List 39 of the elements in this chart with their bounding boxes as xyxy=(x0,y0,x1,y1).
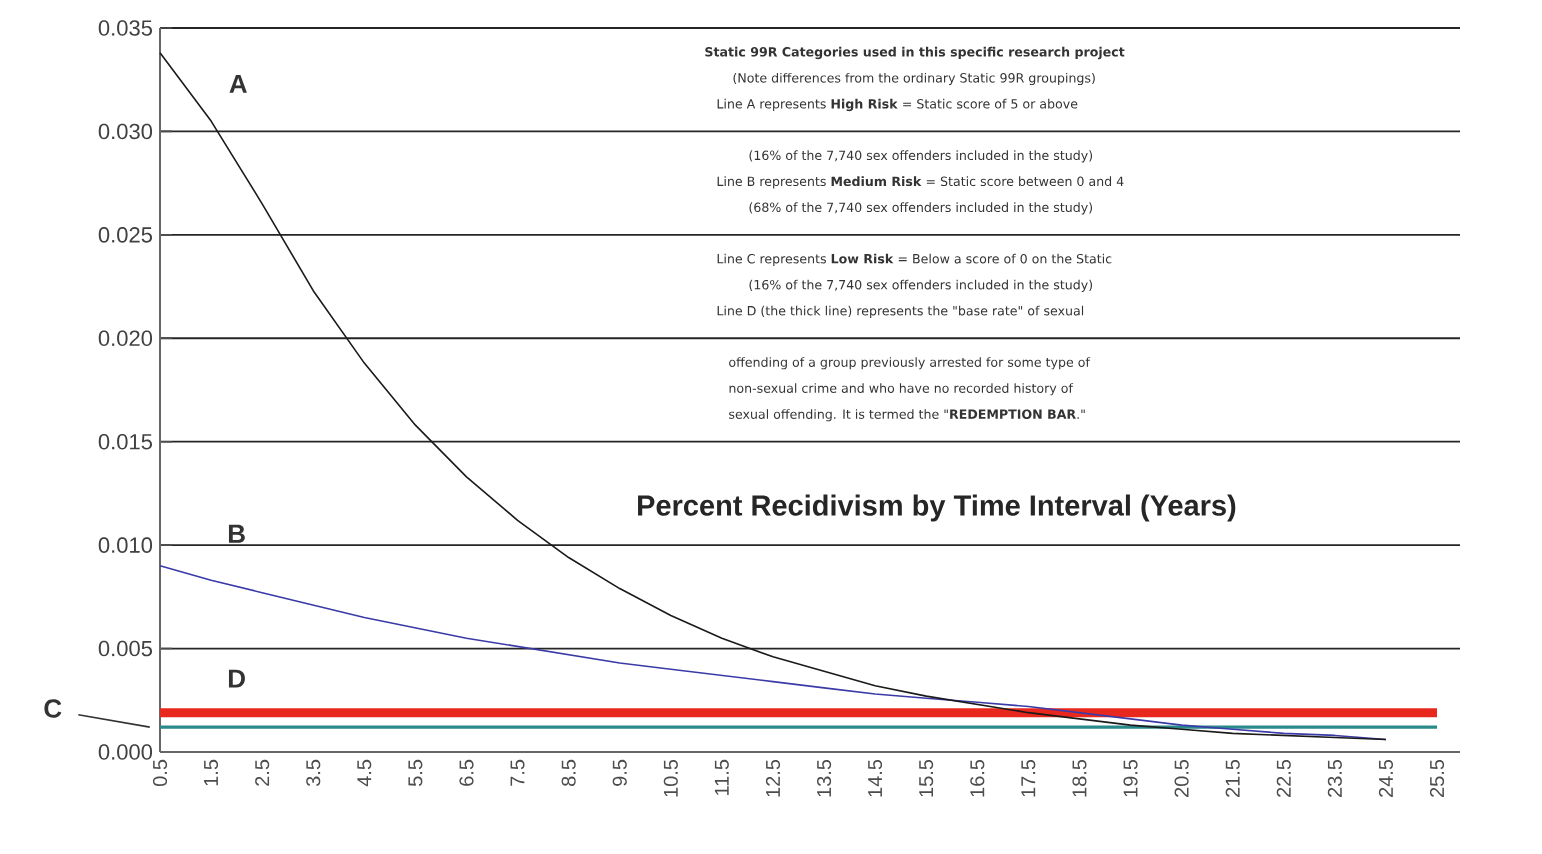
x-tick-label: 5.5 xyxy=(408,759,423,787)
x-tick-label: 25.5 xyxy=(1429,759,1445,797)
x-tick-label: 15.5 xyxy=(919,759,934,797)
series-label: D xyxy=(228,669,245,688)
x-tick-label: 8.5 xyxy=(561,759,576,786)
x-tick-label: 18.5 xyxy=(1072,759,1087,797)
x-tick-label: 6.5 xyxy=(459,759,474,786)
x-tick-label: 9.5 xyxy=(612,759,627,786)
x-tick-label: 10.5 xyxy=(663,759,678,797)
y-tick-label: 0.020 xyxy=(98,330,153,347)
series-label: A xyxy=(229,74,247,93)
x-tick-label: 21.5 xyxy=(1225,759,1240,797)
x-tick-label: 23.5 xyxy=(1327,759,1342,797)
y-tick-label: 0.010 xyxy=(98,537,153,553)
x-tick-label: 17.5 xyxy=(1021,759,1036,797)
x-tick-label: 0.5 xyxy=(152,759,168,787)
x-tick-label: 2.5 xyxy=(255,759,270,786)
x-tick-label: 3.5 xyxy=(306,759,321,787)
x-tick-label: 11.5 xyxy=(714,759,729,795)
series-label: B xyxy=(228,524,245,543)
x-tick-label: 13.5 xyxy=(816,759,832,797)
x-tick-label: 14.5 xyxy=(868,759,883,797)
text: Percent Recidivism by Time Interval (Years) xyxy=(638,494,1236,522)
x-tick-label: 4.5 xyxy=(357,759,372,787)
x-tick-label: 12.5 xyxy=(765,759,781,797)
y-tick-label: 0.015 xyxy=(98,433,152,450)
x-tick-label: 1.5 xyxy=(204,759,219,786)
y-tick-label: 0.005 xyxy=(98,640,152,657)
y-tick-label: 0.000 xyxy=(98,744,153,760)
x-tick-label: 16.5 xyxy=(970,759,985,797)
x-tick-label: 24.5 xyxy=(1378,759,1394,797)
y-tick-label: 0.030 xyxy=(98,123,153,140)
y-tick-label: 0.035 xyxy=(98,20,152,36)
text: C xyxy=(44,699,62,718)
x-tick-label: 19.5 xyxy=(1123,759,1138,797)
x-tick-label: 7.5 xyxy=(510,759,525,786)
y-tick-label: 0.025 xyxy=(98,227,152,243)
x-tick-label: 20.5 xyxy=(1174,759,1189,797)
x-tick-label: 22.5 xyxy=(1276,759,1291,797)
